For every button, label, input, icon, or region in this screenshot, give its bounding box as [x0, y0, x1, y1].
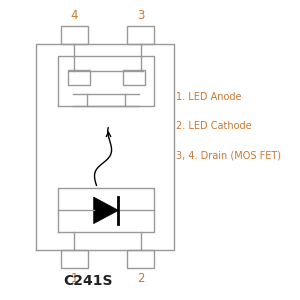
Bar [68, 70, 90, 85]
Text: 3: 3 [137, 9, 144, 22]
Bar [123, 70, 145, 85]
Text: 4: 4 [70, 9, 78, 22]
Text: 2. LED Cathode: 2. LED Cathode [176, 122, 252, 131]
Bar [127, 26, 154, 44]
Text: 3, 4. Drain (MOS FET): 3, 4. Drain (MOS FET) [176, 151, 281, 161]
Polygon shape [94, 197, 118, 224]
Text: 1: 1 [70, 272, 78, 285]
Text: C241S: C241S [63, 274, 113, 288]
Bar [127, 250, 154, 268]
Bar [61, 26, 88, 44]
Text: 2: 2 [137, 272, 144, 285]
Bar [61, 250, 88, 268]
Text: 1. LED Anode: 1. LED Anode [176, 92, 242, 102]
